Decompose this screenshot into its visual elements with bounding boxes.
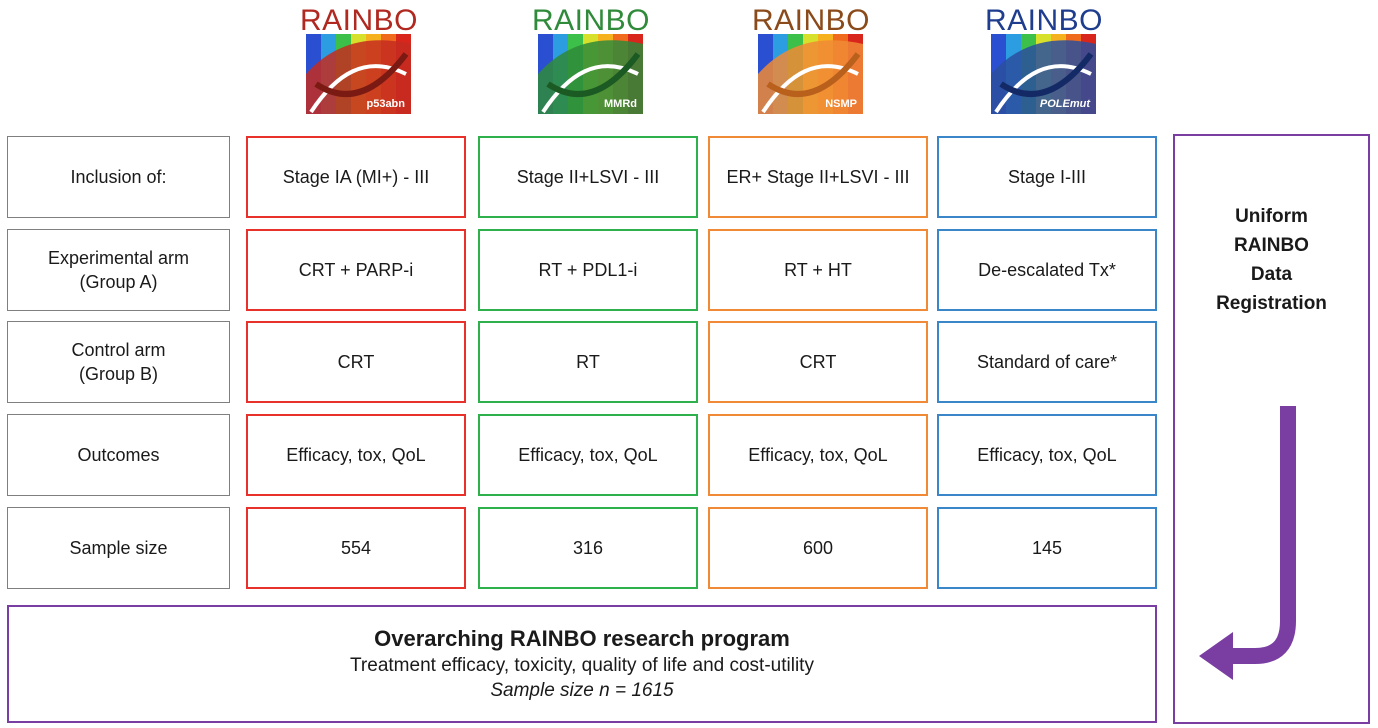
cell-polemut-outcomes: Efficacy, tox, QoL	[937, 414, 1157, 496]
logo-subtitle: MMRd	[604, 98, 637, 110]
cell-polemut-control: Standard of care*	[937, 321, 1157, 403]
program-title: Overarching RAINBO research program	[374, 626, 790, 651]
cell-mmrd-control: RT	[478, 321, 698, 403]
logo-polemut: RAINBO POLEmut	[985, 4, 1104, 116]
cell-p53abn-control: CRT	[246, 321, 466, 403]
logo-title: RAINBO	[300, 4, 419, 37]
cell-p53abn-experimental: CRT + PARP-i	[246, 229, 466, 311]
logo-title: RAINBO	[985, 4, 1104, 37]
logo-subtitle: NSMP	[825, 98, 857, 110]
cell-p53abn-inclusion: Stage IA (MI+) - III	[246, 136, 466, 218]
cell-mmrd-inclusion: Stage II+LSVI - III	[478, 136, 698, 218]
cell-nsmp-control: CRT	[708, 321, 928, 403]
program-sample-size: Sample size n = 1615	[490, 680, 674, 701]
cell-polemut-inclusion: Stage I-III	[937, 136, 1157, 218]
registration-label: Uniform RAINBO Data Registration	[1216, 206, 1327, 314]
rainbow-dna-image: NSMP	[758, 34, 863, 114]
logo-subtitle: p53abn	[366, 98, 405, 110]
logo-p53abn: RAINBO p53abn	[300, 4, 419, 116]
curved-arrow-icon	[1199, 406, 1296, 680]
cell-polemut-experimental: De-escalated Tx*	[937, 229, 1157, 311]
rainbow-dna-image: POLEmut	[991, 34, 1096, 114]
row-label-sample-size: Sample size	[7, 507, 230, 589]
cell-mmrd-experimental: RT + PDL1-i	[478, 229, 698, 311]
program-box: Overarching RAINBO research program Trea…	[7, 605, 1157, 723]
cell-nsmp-sample-size: 600	[708, 507, 928, 589]
cell-nsmp-experimental: RT + HT	[708, 229, 928, 311]
logo-title: RAINBO	[532, 4, 651, 37]
registration-box: Uniform RAINBO Data Registration	[1173, 134, 1370, 724]
logo-subtitle: POLEmut	[1039, 98, 1090, 110]
cell-p53abn-outcomes: Efficacy, tox, QoL	[246, 414, 466, 496]
row-label-inclusion: Inclusion of:	[7, 136, 230, 218]
cell-p53abn-sample-size: 554	[246, 507, 466, 589]
cell-nsmp-inclusion: ER+ Stage II+LSVI - III	[708, 136, 928, 218]
logo-mmrd: RAINBO MMRd	[532, 4, 651, 116]
rainbow-dna-image: MMRd	[538, 34, 643, 114]
row-label-control-arm: Control arm (Group B)	[7, 321, 230, 403]
cell-nsmp-outcomes: Efficacy, tox, QoL	[708, 414, 928, 496]
logo-nsmp: RAINBO NSMP	[752, 4, 871, 116]
row-label-experimental-arm: Experimental arm (Group A)	[7, 229, 230, 311]
logo-title: RAINBO	[752, 4, 871, 37]
cell-mmrd-outcomes: Efficacy, tox, QoL	[478, 414, 698, 496]
row-label-outcomes: Outcomes	[7, 414, 230, 496]
program-description: Treatment efficacy, toxicity, quality of…	[350, 655, 814, 676]
cell-mmrd-sample-size: 316	[478, 507, 698, 589]
cell-polemut-sample-size: 145	[937, 507, 1157, 589]
rainbow-dna-image: p53abn	[306, 34, 411, 114]
